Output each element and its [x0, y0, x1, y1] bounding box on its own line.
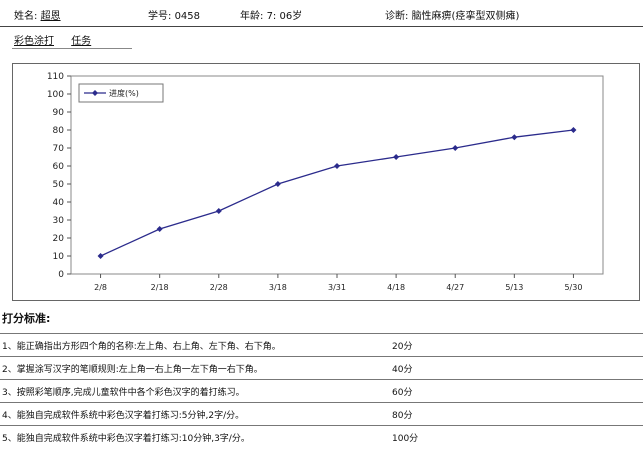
task-subheader: 彩色涂打 任务 [14, 32, 105, 47]
x-tick-label: 2/8 [94, 283, 107, 292]
x-tick-label: 2/18 [151, 283, 169, 292]
criteria-title: 打分标准: [2, 312, 51, 325]
x-tick-label: 4/27 [446, 283, 464, 292]
plot-area [70, 75, 604, 275]
x-tick-label: 5/13 [505, 283, 523, 292]
y-tick-label: 90 [53, 108, 65, 118]
student-id-value: 0458 [174, 11, 201, 22]
x-tick-label: 4/18 [387, 283, 405, 292]
y-tick-label: 30 [53, 216, 65, 226]
y-tick-label: 60 [53, 162, 65, 172]
x-tick-label: 2/28 [210, 283, 228, 292]
criteria-row: 3、按照彩笔顺序,完成儿童软件中各个彩色汉字的着打练习。 60分 [0, 379, 643, 402]
progress-chart: 0 10 20 30 40 50 60 70 80 90 100 110 2/8 2/18 2/28 3/18… [12, 63, 640, 301]
subheader-underline [12, 48, 132, 49]
data-point [156, 226, 163, 232]
criteria-text: 5、能独自完成软件系统中彩色汉字着打练习:10分钟,3字/分。 [2, 434, 250, 444]
task-title: 彩色涂打 [14, 36, 54, 47]
criteria-score: 80分 [392, 411, 413, 421]
task-label: 任务 [71, 36, 92, 47]
y-tick-label: 10 [53, 252, 65, 262]
data-point [393, 154, 400, 160]
legend-label: 进度(%) [109, 88, 139, 98]
x-tick-label: 5/30 [564, 283, 582, 292]
diagnosis-field: 诊断: 脑性麻痹(痉挛型双侧瘫) [385, 7, 519, 22]
y-tick-label: 0 [58, 270, 64, 280]
series-line [100, 129, 574, 257]
student-id-label: 学号: [148, 11, 172, 22]
criteria-row: 2、掌握涂写汉字的笔顺规则:左上角一右上角一左下角一右下角。 40分 [0, 356, 643, 379]
progress-chart-svg: 0 10 20 30 40 50 60 70 80 90 100 110 2/8 2/18 2/28 3/18… [47, 72, 604, 292]
criteria-text: 4、能独自完成软件系统中彩色汉字着打练习:5分钟,2字/分。 [2, 411, 245, 421]
data-point [215, 208, 222, 214]
data-point [274, 181, 281, 187]
data-point [452, 145, 459, 151]
criteria-text: 2、掌握涂写汉字的笔顺规则:左上角一右上角一左下角一右下角。 [2, 365, 263, 375]
y-tick-label: 80 [53, 126, 65, 136]
y-tick-label: 40 [53, 198, 65, 208]
legend-box [78, 83, 164, 103]
criteria-row: 4、能独自完成软件系统中彩色汉字着打练习:5分钟,2字/分。 80分 [0, 402, 643, 425]
criteria-score: 40分 [392, 365, 413, 375]
x-tick-label: 3/31 [328, 283, 346, 292]
age-field: 年龄: 7: 06岁 [240, 7, 302, 22]
age-value: 7: 06岁 [266, 11, 303, 22]
divider [0, 26, 643, 27]
student-info-row: 姓名: 超恩 学号: 0458 年龄: 7: 06岁 诊断: 脑性麻痹(痉挛型双… [0, 0, 643, 26]
age-label: 年龄: [240, 11, 264, 22]
data-point [334, 163, 340, 169]
criteria-row: 5、能独自完成软件系统中彩色汉字着打练习:10分钟,3字/分。 100分 [0, 425, 643, 448]
criteria-text: 1、能正确指出方形四个角的名称:左上角、右上角、左下角、右下角。 [2, 342, 281, 352]
criteria-row: 1、能正确指出方形四个角的名称:左上角、右上角、左下角、右下角。 20分 [0, 333, 643, 356]
y-tick-label: 110 [47, 72, 64, 82]
y-tick-label: 20 [53, 234, 65, 244]
y-tick-label: 50 [53, 180, 65, 190]
criteria-score: 20分 [392, 342, 413, 352]
x-tick-label: 3/18 [269, 283, 287, 292]
criteria-score: 60分 [392, 388, 413, 398]
diagnosis-label: 诊断: [385, 11, 409, 22]
data-point [511, 134, 518, 141]
legend-marker [92, 90, 98, 96]
criteria-text: 3、按照彩笔顺序,完成儿童软件中各个彩色汉字的着打练习。 [2, 388, 245, 398]
name-field: 姓名: 超恩 [14, 7, 61, 22]
y-tick-label: 70 [53, 144, 65, 154]
name-label: 姓名: [14, 11, 38, 22]
criteria-score: 100分 [392, 434, 419, 444]
data-point [97, 253, 104, 259]
data-point [570, 127, 577, 133]
diagnosis-value: 脑性麻痹(痉挛型双侧瘫) [411, 11, 520, 22]
y-tick-label: 100 [47, 90, 64, 100]
student-id-field: 学号: 0458 [148, 7, 200, 22]
name-value: 超恩 [40, 11, 61, 22]
